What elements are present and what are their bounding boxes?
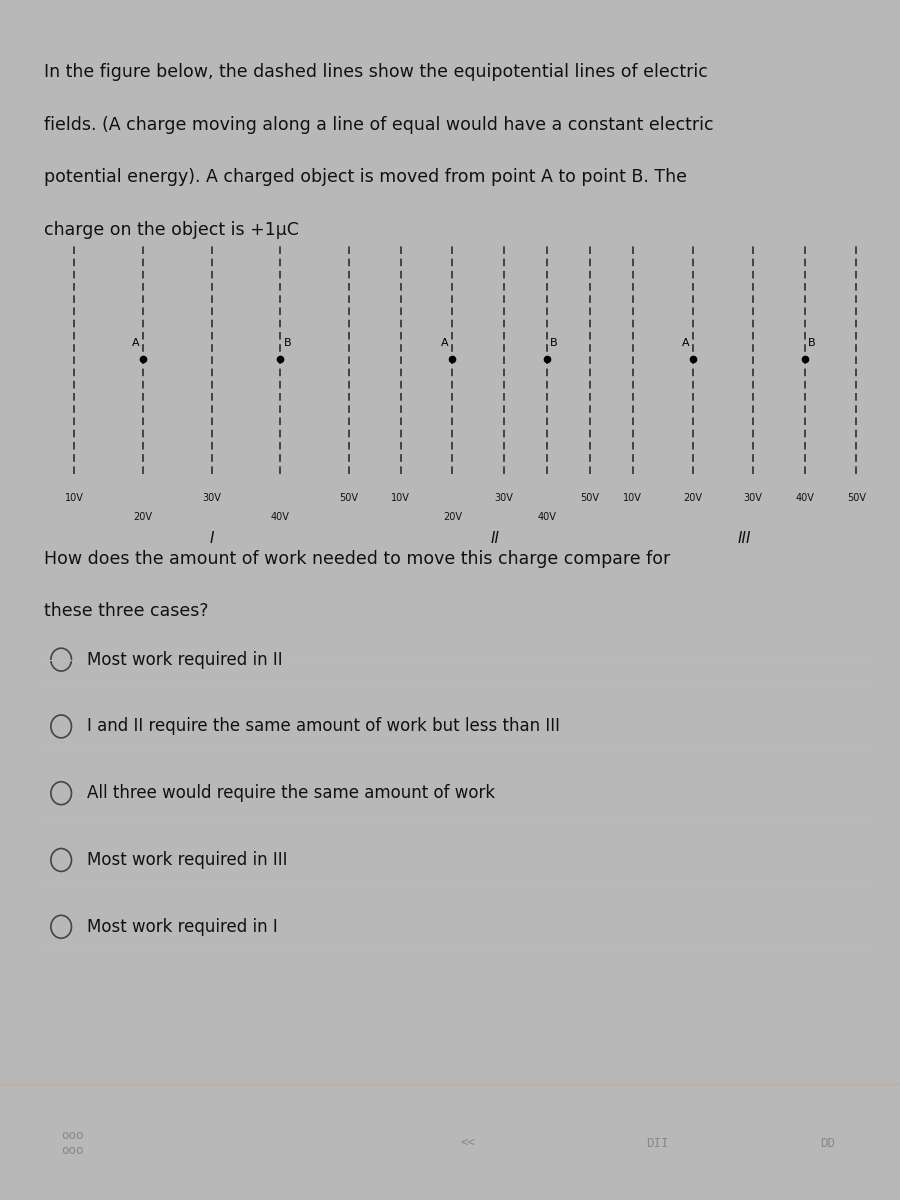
Text: Most work required in III: Most work required in III	[87, 851, 287, 869]
Text: 10V: 10V	[624, 493, 643, 503]
Text: <<: <<	[461, 1136, 475, 1150]
Text: charge on the object is +1μC: charge on the object is +1μC	[44, 221, 299, 239]
Text: III: III	[738, 530, 752, 546]
Text: potential energy). A charged object is moved from point A to point B. The: potential energy). A charged object is m…	[44, 168, 687, 186]
Text: B: B	[284, 337, 292, 348]
Text: 40V: 40V	[271, 511, 290, 522]
Text: 30V: 30V	[743, 493, 762, 503]
Text: A: A	[131, 337, 140, 348]
Text: these three cases?: these three cases?	[44, 602, 209, 620]
Text: 20V: 20V	[133, 511, 152, 522]
Text: 20V: 20V	[443, 511, 462, 522]
Text: Most work required in I: Most work required in I	[87, 918, 278, 936]
Text: 50V: 50V	[339, 493, 358, 503]
Text: B: B	[808, 337, 815, 348]
Text: ooo
ooo: ooo ooo	[61, 1129, 83, 1157]
Text: 30V: 30V	[494, 493, 513, 503]
Text: I: I	[210, 530, 214, 546]
Text: 40V: 40V	[537, 511, 556, 522]
Text: 10V: 10V	[392, 493, 410, 503]
Text: 50V: 50V	[847, 493, 866, 503]
Text: 30V: 30V	[202, 493, 221, 503]
Text: All three would require the same amount of work: All three would require the same amount …	[87, 785, 495, 803]
Text: B: B	[550, 337, 558, 348]
Text: DII: DII	[646, 1136, 668, 1150]
Text: How does the amount of work needed to move this charge compare for: How does the amount of work needed to mo…	[44, 550, 670, 568]
Text: 20V: 20V	[683, 493, 702, 503]
Text: In the figure below, the dashed lines show the equipotential lines of electric: In the figure below, the dashed lines sh…	[44, 64, 708, 82]
Text: I and II require the same amount of work but less than III: I and II require the same amount of work…	[87, 718, 560, 736]
Text: Most work required in II: Most work required in II	[87, 650, 283, 668]
Text: A: A	[441, 337, 449, 348]
Text: A: A	[682, 337, 689, 348]
Text: DD: DD	[821, 1136, 835, 1150]
Text: 50V: 50V	[580, 493, 599, 503]
Text: 40V: 40V	[796, 493, 814, 503]
Text: II: II	[491, 530, 500, 546]
Text: fields. (A charge moving along a line of equal would have a constant electric: fields. (A charge moving along a line of…	[44, 116, 714, 134]
Text: 10V: 10V	[65, 493, 84, 503]
